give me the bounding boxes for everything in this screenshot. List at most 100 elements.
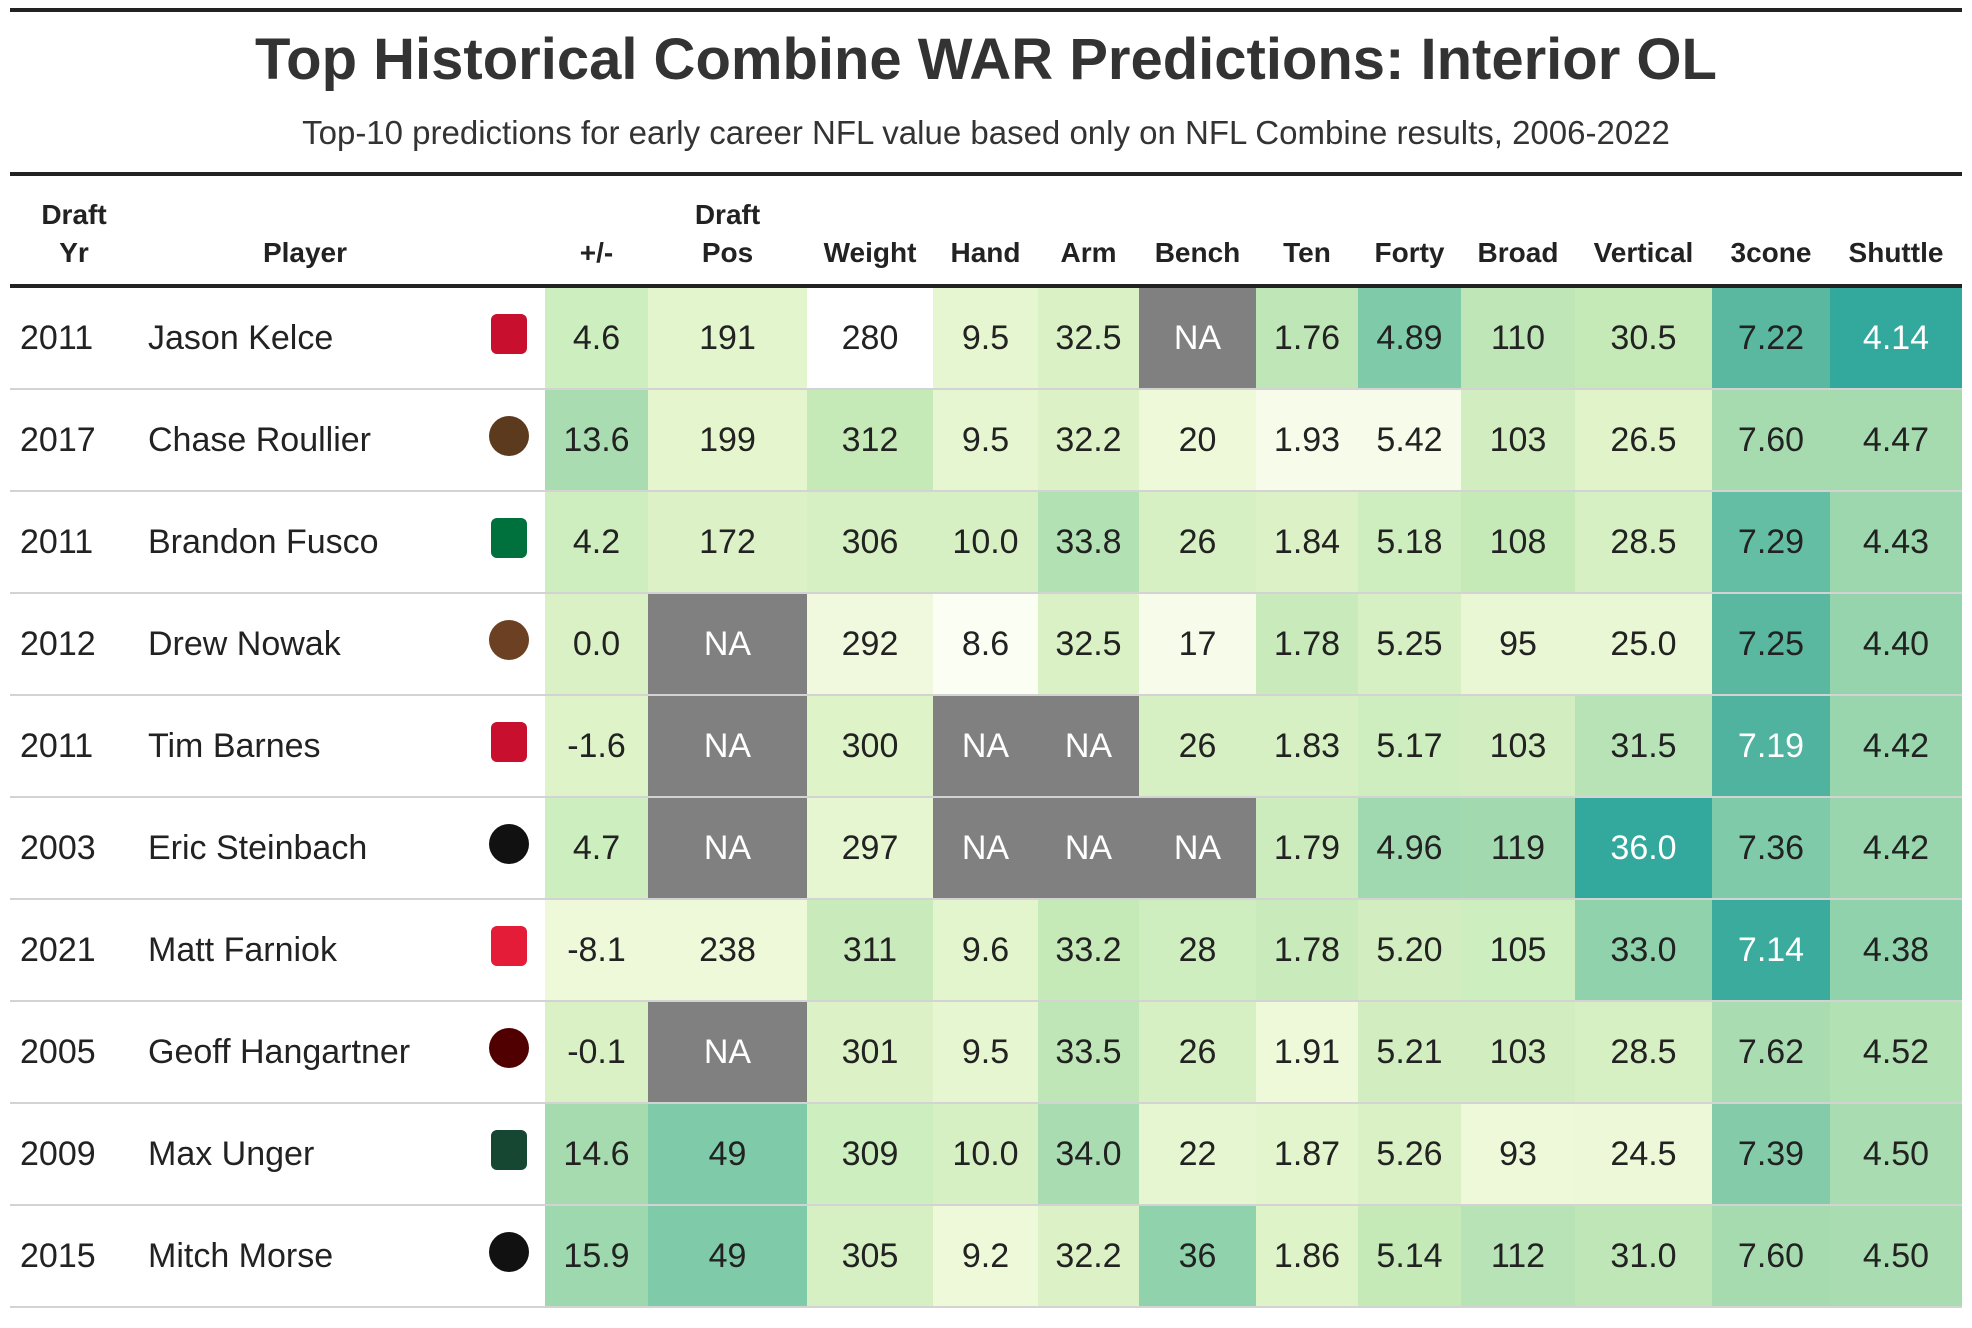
table-row: 2011 Jason Kelce 4.6 191 280 9.5 32.5 NA 1.76 4.8… — [10, 286, 1962, 390]
stat-cell: 312 — [807, 389, 933, 492]
stat-cell: 7.22 — [1712, 286, 1830, 390]
logo-cell — [472, 899, 545, 1002]
table-row: 2005 Geoff Hangartner -0.1 NA 301 9.5 33.5 26 1.… — [10, 1001, 1962, 1104]
column-header: Forty — [1358, 174, 1461, 288]
logo-cell — [472, 695, 545, 798]
logo-cell — [472, 1001, 545, 1104]
draft-year: 2012 — [10, 593, 138, 696]
stat-cell: 1.78 — [1256, 899, 1358, 1002]
column-header-text: Draft Pos — [694, 199, 761, 268]
team-logo — [490, 925, 527, 966]
player-name: Drew Nowak — [138, 593, 472, 696]
stat-cell: 7.25 — [1712, 593, 1830, 696]
stat-cell: 7.62 — [1712, 1001, 1830, 1104]
stat-cell: 4.38 — [1830, 899, 1962, 1002]
stat-cell: 4.89 — [1358, 286, 1461, 390]
stat-cell: 33.5 — [1038, 1001, 1139, 1104]
stat-cell: 7.60 — [1712, 389, 1830, 492]
draft-year: 2011 — [10, 695, 138, 798]
stat-cell: 28 — [1139, 899, 1256, 1002]
stat-cell: 15.9 — [545, 1205, 648, 1308]
stat-cell: 5.25 — [1358, 593, 1461, 696]
stat-cell: 33.2 — [1038, 899, 1139, 1002]
column-header-text: Bench — [1154, 237, 1241, 268]
stat-cell: 31.0 — [1575, 1205, 1712, 1308]
column-header: Shuttle — [1830, 174, 1962, 288]
stat-cell: -0.1 — [545, 1001, 648, 1104]
stat-cell: 1.91 — [1256, 1001, 1358, 1104]
column-header-text: Hand — [950, 237, 1021, 268]
column-header: Hand — [933, 174, 1038, 288]
player-name: Chase Roullier — [138, 389, 472, 492]
stat-cell: 301 — [807, 1001, 933, 1104]
column-header: Broad — [1461, 174, 1575, 288]
logo-cell — [472, 1103, 545, 1206]
stat-cell: NA — [648, 1001, 807, 1104]
stat-cell: 5.26 — [1358, 1103, 1461, 1206]
stat-cell: NA — [933, 797, 1038, 900]
stat-cell: 28.5 — [1575, 491, 1712, 594]
logo-cell — [472, 286, 545, 390]
draft-year: 2021 — [10, 899, 138, 1002]
top-rule — [10, 8, 1962, 12]
header-row: Draft Yr Player +/- Draft Pos Weight Hand Arm B… — [10, 174, 1962, 288]
stat-cell: 1.79 — [1256, 797, 1358, 900]
stat-cell: 9.2 — [933, 1205, 1038, 1308]
stat-cell: NA — [648, 593, 807, 696]
stat-cell: 4.52 — [1830, 1001, 1962, 1104]
stat-cell: 36 — [1139, 1205, 1256, 1308]
subtitle: Top-10 predictions for early career NFL … — [302, 114, 1670, 151]
stat-cell: NA — [648, 695, 807, 798]
stat-cell: 1.78 — [1256, 593, 1358, 696]
stat-cell: 7.39 — [1712, 1103, 1830, 1206]
stat-cell: 93 — [1461, 1103, 1575, 1206]
stat-cell: 30.5 — [1575, 286, 1712, 390]
stat-cell: 36.0 — [1575, 797, 1712, 900]
draft-year: 2005 — [10, 1001, 138, 1104]
column-header-text: +/- — [579, 237, 614, 268]
stat-cell: 292 — [807, 593, 933, 696]
table-row: 2003 Eric Steinbach 4.7 NA 297 NA NA NA 1.79 4.96… — [10, 797, 1962, 900]
stat-cell: 300 — [807, 695, 933, 798]
stat-cell: 26 — [1139, 491, 1256, 594]
stat-cell: 33.0 — [1575, 899, 1712, 1002]
stat-cell: 7.14 — [1712, 899, 1830, 1002]
player-name: Matt Farniok — [138, 899, 472, 1002]
stat-cell: NA — [1038, 797, 1139, 900]
player-name: Geoff Hangartner — [138, 1001, 472, 1104]
stat-cell: 1.83 — [1256, 695, 1358, 798]
stat-cell: 1.86 — [1256, 1205, 1358, 1308]
logo-header — [472, 174, 545, 288]
stat-cell: 28.5 — [1575, 1001, 1712, 1104]
stat-cell: 119 — [1461, 797, 1575, 900]
column-header: Draft Pos — [648, 174, 807, 288]
team-logo — [490, 721, 527, 762]
stat-cell: 7.29 — [1712, 491, 1830, 594]
stat-cell: 1.87 — [1256, 1103, 1358, 1206]
stat-cell: 31.5 — [1575, 695, 1712, 798]
draft-year: 2017 — [10, 389, 138, 492]
draft-year: 2011 — [10, 491, 138, 594]
team-logo — [490, 517, 527, 558]
column-header: Player — [138, 174, 472, 288]
stat-cell: 199 — [648, 389, 807, 492]
team-logo — [488, 823, 529, 864]
table-row: 2015 Mitch Morse 15.9 49 305 9.2 32.2 36 1.86 5.1… — [10, 1205, 1962, 1308]
stat-cell: NA — [1038, 695, 1139, 798]
stat-cell: 305 — [807, 1205, 933, 1308]
stat-cell: 24.5 — [1575, 1103, 1712, 1206]
player-name: Jason Kelce — [138, 286, 472, 390]
stat-cell: 8.6 — [933, 593, 1038, 696]
stat-cell: 17 — [1139, 593, 1256, 696]
table-row: 2012 Drew Nowak 0.0 NA 292 8.6 32.5 17 1.78 5.25 9… — [10, 593, 1962, 696]
stat-cell: 34.0 — [1038, 1103, 1139, 1206]
column-header-text: Ten — [1283, 237, 1331, 268]
player-name: Max Unger — [138, 1103, 472, 1206]
column-header: Arm — [1038, 174, 1139, 288]
column-header-text: Player — [262, 237, 348, 268]
column-header-text: Forty — [1374, 237, 1445, 268]
table-row: 2021 Matt Farniok -8.1 238 311 9.6 33.2 28 1.78 5… — [10, 899, 1962, 1002]
stat-cell: 1.76 — [1256, 286, 1358, 390]
player-name: Mitch Morse — [138, 1205, 472, 1308]
logo-cell — [472, 593, 545, 696]
